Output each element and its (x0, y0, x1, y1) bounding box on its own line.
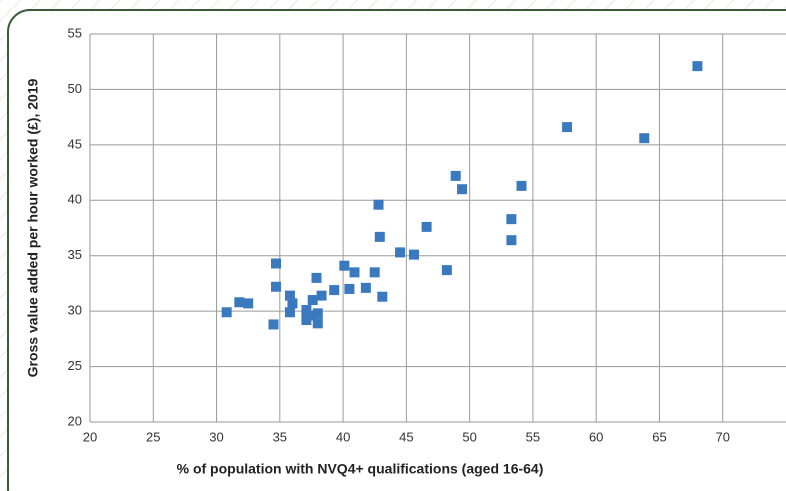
y-tick-label: 30 (68, 303, 82, 318)
point (377, 291, 388, 302)
point (312, 318, 323, 329)
point (305, 310, 316, 321)
point (450, 170, 461, 181)
point (360, 282, 371, 293)
x-tick-label: 65 (652, 429, 666, 444)
point (271, 281, 282, 292)
point (639, 133, 650, 144)
y-tick-label: 40 (68, 192, 82, 207)
y-tick-label: 35 (68, 247, 82, 262)
point (516, 180, 527, 191)
y-tick-label: 25 (68, 358, 82, 373)
point (284, 307, 295, 318)
point (284, 290, 295, 301)
point (287, 298, 298, 309)
y-tick-label: 55 (68, 25, 82, 40)
y-tick-label: 20 (68, 413, 82, 428)
x-tick-label: 50 (462, 429, 476, 444)
point (329, 285, 340, 296)
x-tick-label: 70 (715, 429, 729, 444)
point (234, 297, 245, 308)
point (692, 61, 703, 72)
point (243, 298, 254, 309)
point (312, 308, 323, 319)
y-tick-label: 45 (68, 136, 82, 151)
point (369, 267, 380, 278)
point (457, 184, 468, 195)
point (506, 235, 517, 246)
y-tick-label: 50 (68, 81, 82, 96)
point (339, 260, 350, 271)
x-tick-label: 40 (336, 429, 350, 444)
point (562, 122, 573, 133)
plot-area: 20 25 30 35 40 45 50 55 20 25 30 35 40 45 50 55 60 65 70 (68, 25, 786, 444)
point (349, 267, 360, 278)
point (374, 231, 385, 242)
point (441, 265, 452, 276)
point (373, 199, 384, 210)
x-tick-label: 25 (146, 429, 160, 444)
point (316, 290, 327, 301)
point (311, 272, 322, 283)
point (344, 283, 355, 294)
x-tick-label: 20 (83, 429, 97, 444)
x-axis-label: % of population with NVQ4+ qualification… (177, 461, 544, 477)
point (268, 319, 279, 330)
point (271, 258, 282, 269)
plot-background (90, 34, 786, 422)
x-tick-label: 30 (209, 429, 223, 444)
y-axis-label: Gross value added per hour worked (£), 2… (25, 78, 41, 377)
point (307, 295, 318, 306)
x-tick-label: 60 (589, 429, 603, 444)
x-tick-label: 55 (526, 429, 540, 444)
point (221, 307, 232, 318)
x-tick-label: 35 (273, 429, 287, 444)
point (395, 247, 406, 258)
point (301, 305, 312, 316)
x-tick-label: 45 (399, 429, 413, 444)
point (421, 221, 432, 232)
point (506, 214, 517, 225)
point (408, 249, 419, 260)
